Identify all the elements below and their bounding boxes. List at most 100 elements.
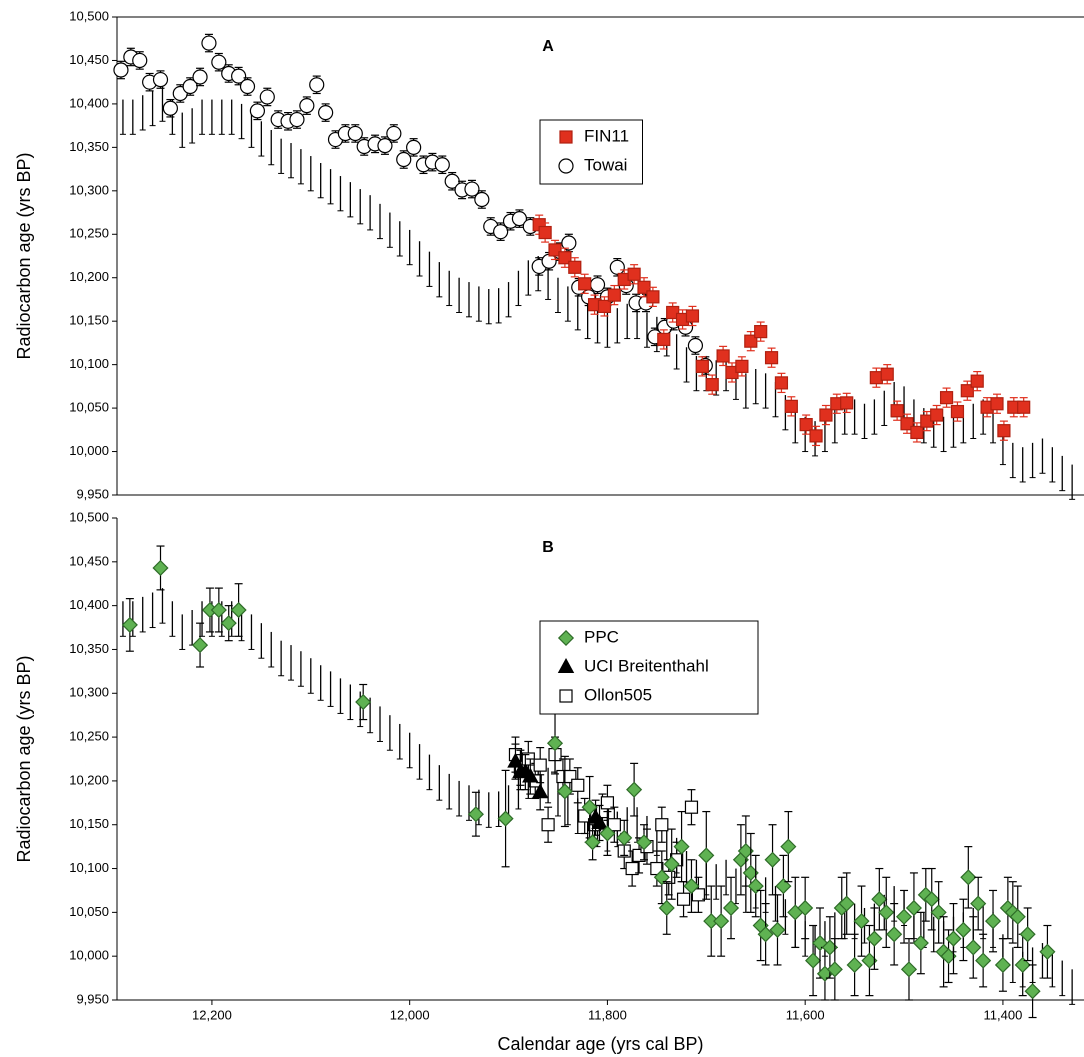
marker — [684, 800, 699, 814]
y-tick-label: 10,300 — [69, 685, 109, 700]
y-tick-label: 10,400 — [69, 597, 109, 612]
marker — [121, 616, 138, 633]
panel: 9,950 10,000 10,050 10,100 10,150 10,200 10,25… — [14, 509, 1084, 1054]
series — [113, 33, 713, 375]
y-tick-label: 10,500 — [69, 8, 109, 23]
marker — [809, 429, 823, 443]
y-tick-label: 10,500 — [69, 509, 109, 524]
y-tick-label: 10,000 — [69, 948, 109, 963]
y-tick-label: 10,200 — [69, 772, 109, 787]
y-tick-label: 10,350 — [69, 139, 109, 154]
marker — [705, 378, 719, 392]
marker — [289, 111, 305, 128]
marker — [900, 417, 914, 431]
marker — [912, 934, 929, 952]
x-axis-label: Calendar age (yrs cal BP) — [497, 1034, 703, 1054]
y-tick-label: 10,100 — [69, 860, 109, 875]
legend-label: UCI Breitenthahl — [584, 656, 709, 675]
marker — [698, 847, 715, 864]
marker — [984, 913, 1002, 930]
marker — [769, 921, 786, 938]
marker — [377, 138, 393, 154]
marker — [655, 818, 669, 832]
y-tick-label: 10,150 — [69, 816, 109, 831]
legend-box — [539, 620, 759, 715]
legend-label: FIN11 — [584, 126, 629, 145]
marker — [722, 899, 740, 917]
marker — [886, 926, 903, 943]
marker — [666, 305, 680, 320]
marker — [211, 54, 227, 70]
marker — [900, 961, 918, 978]
marker — [625, 861, 639, 876]
marker — [774, 376, 789, 390]
y-tick-label: 10,350 — [69, 641, 109, 656]
y-tick-label: 10,450 — [69, 553, 109, 568]
marker — [754, 325, 768, 339]
marker — [600, 796, 615, 810]
marker — [780, 838, 797, 855]
marker — [182, 78, 198, 95]
marker — [635, 834, 653, 851]
marker — [152, 71, 169, 88]
marker — [871, 891, 888, 908]
marker — [497, 810, 514, 827]
marker — [997, 424, 1011, 438]
marker — [467, 806, 484, 823]
marker — [231, 68, 247, 84]
marker — [616, 829, 633, 846]
marker — [220, 615, 237, 632]
marker — [784, 399, 798, 413]
marker — [685, 309, 700, 323]
marker — [673, 838, 690, 855]
marker — [990, 397, 1004, 411]
marker — [541, 818, 555, 832]
marker — [930, 904, 947, 921]
series — [532, 214, 1031, 447]
marker — [695, 359, 709, 373]
marker — [561, 235, 577, 251]
marker — [548, 243, 562, 257]
marker — [797, 899, 814, 917]
marker — [945, 930, 962, 947]
marker — [406, 139, 422, 155]
marker — [239, 78, 256, 95]
marker — [318, 104, 334, 121]
marker — [826, 961, 843, 978]
marker — [201, 35, 217, 51]
y-tick-label: 10,400 — [69, 95, 109, 110]
x-tick-label: 12,200 — [192, 1007, 232, 1022]
marker — [657, 332, 671, 347]
panel: 9,950 10,000 10,050 10,100 10,150 10,200 10,25… — [14, 8, 1084, 501]
marker — [658, 899, 675, 917]
y-tick-label: 10,100 — [69, 356, 109, 371]
marker — [930, 408, 944, 422]
marker — [192, 69, 208, 85]
marker — [556, 783, 573, 800]
marker — [434, 157, 450, 173]
marker — [676, 892, 691, 906]
marker — [607, 818, 621, 832]
marker — [905, 899, 922, 917]
marker — [607, 288, 621, 302]
marker — [626, 781, 643, 798]
marker — [994, 956, 1011, 973]
marker — [840, 396, 854, 410]
marker — [923, 891, 940, 908]
marker — [546, 735, 564, 752]
y-axis-label: Radiocarbon age (yrs BP) — [14, 655, 34, 862]
y-tick-label: 10,200 — [69, 269, 109, 284]
marker — [581, 799, 598, 816]
marker — [386, 125, 402, 142]
marker — [687, 337, 704, 354]
marker — [764, 851, 781, 868]
y-tick-label: 10,250 — [69, 226, 109, 241]
y-axis-label: Radiocarbon age (yrs BP) — [14, 152, 34, 359]
marker — [866, 930, 883, 947]
marker — [1014, 956, 1031, 973]
series — [121, 545, 1056, 1019]
marker — [890, 404, 904, 418]
legend-label: Towai — [584, 155, 627, 174]
marker — [646, 290, 660, 304]
